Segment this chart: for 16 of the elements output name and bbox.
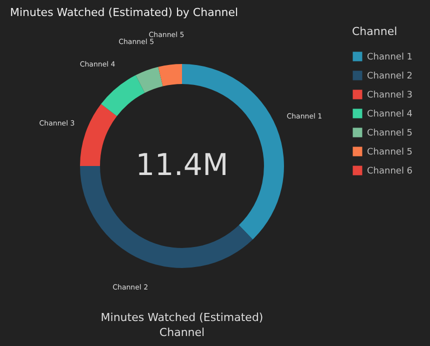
donut-slice [80, 104, 117, 166]
legend-label: Channel 4 [367, 110, 413, 120]
legend-label: Channel 5 [367, 148, 413, 158]
text: Channel [159, 326, 205, 339]
chart-title: Minutes Watched (Estimated) by Channel [10, 6, 238, 19]
legend-title: Channel [352, 25, 398, 38]
legend-label: Channel 2 [367, 72, 413, 82]
legend-label: Channel 1 [367, 52, 413, 62]
donut-slice [158, 64, 182, 86]
donut-slice [136, 66, 163, 93]
text: Minutes Watched (Estimated) [100, 311, 264, 324]
text: 11.4M [136, 148, 228, 183]
legend-label: Channel 5 [367, 128, 413, 138]
legend-label: Channel 3 [367, 90, 413, 100]
donut-slice [101, 75, 145, 116]
legend-label: Channel 6 [367, 166, 413, 176]
